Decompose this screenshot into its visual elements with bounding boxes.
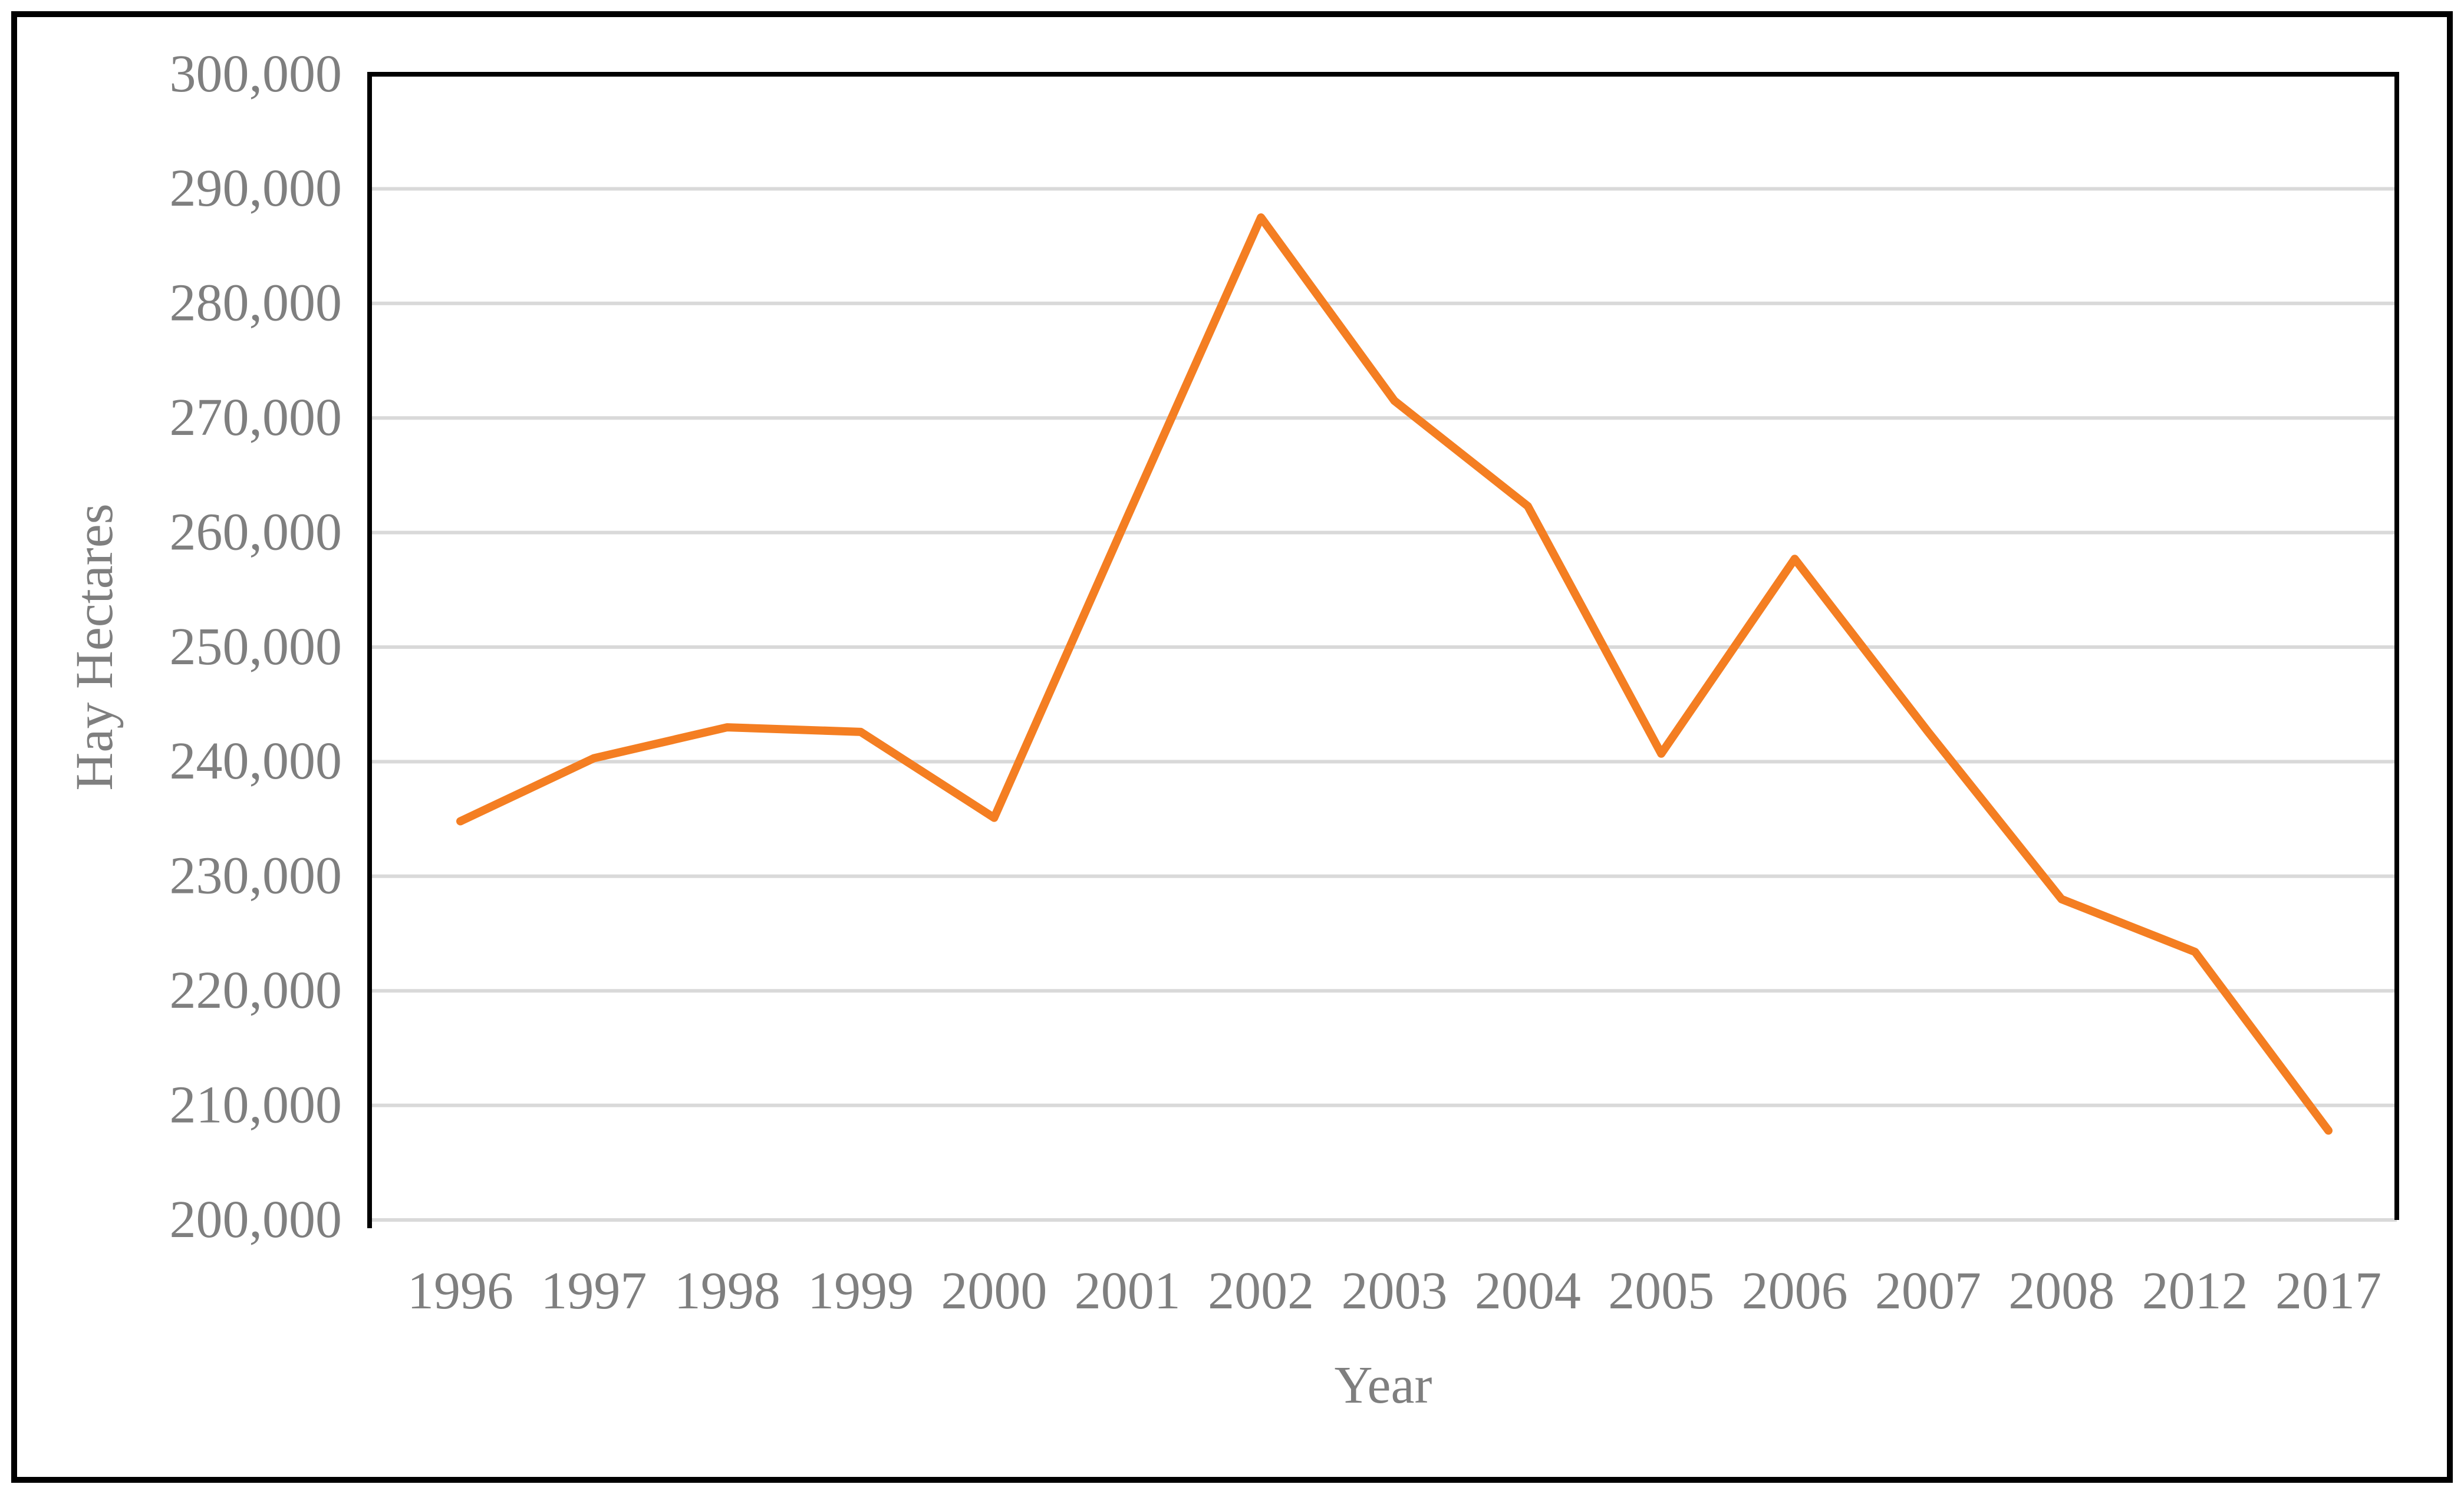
y-tick-label: 220,000 <box>170 961 342 1020</box>
y-tick-label: 200,000 <box>170 1190 342 1249</box>
figure-border <box>11 11 2453 1483</box>
x-tick-label: 2000 <box>941 1262 1047 1320</box>
x-tick-label: 2001 <box>1075 1262 1181 1320</box>
x-tick-label: 2002 <box>1208 1262 1314 1320</box>
y-tick-label: 270,000 <box>170 388 342 447</box>
x-tick-label: 2017 <box>2275 1262 2381 1320</box>
y-tick-label: 260,000 <box>170 503 342 561</box>
y-tick-label: 240,000 <box>170 732 342 790</box>
y-tick-label: 230,000 <box>170 847 342 905</box>
x-tick-label: 2004 <box>1475 1262 1581 1320</box>
y-tick-label: 280,000 <box>170 274 342 332</box>
x-tick-label: 2006 <box>1742 1262 1848 1320</box>
x-tick-label: 2003 <box>1342 1262 1448 1320</box>
y-tick-label: 210,000 <box>170 1076 342 1134</box>
y-tick-label: 250,000 <box>170 618 342 676</box>
x-tick-label: 1999 <box>808 1262 914 1320</box>
y-tick-label: 290,000 <box>170 159 342 217</box>
data-line-hay-hectares <box>456 213 2333 1135</box>
x-axis-title: Year <box>1335 1356 1432 1414</box>
x-tick-label: 2012 <box>2142 1262 2248 1320</box>
x-tick-label: 2008 <box>2008 1262 2114 1320</box>
x-tick-label: 2007 <box>1875 1262 1981 1320</box>
x-tick-label: 1997 <box>541 1262 647 1320</box>
x-tick-label: 1996 <box>407 1262 513 1320</box>
x-tick-label: 1998 <box>674 1262 780 1320</box>
x-tick-label: 2005 <box>1608 1262 1714 1320</box>
y-axis-title: Hay Hectares <box>65 503 124 790</box>
y-tick-label: 300,000 <box>170 45 342 103</box>
